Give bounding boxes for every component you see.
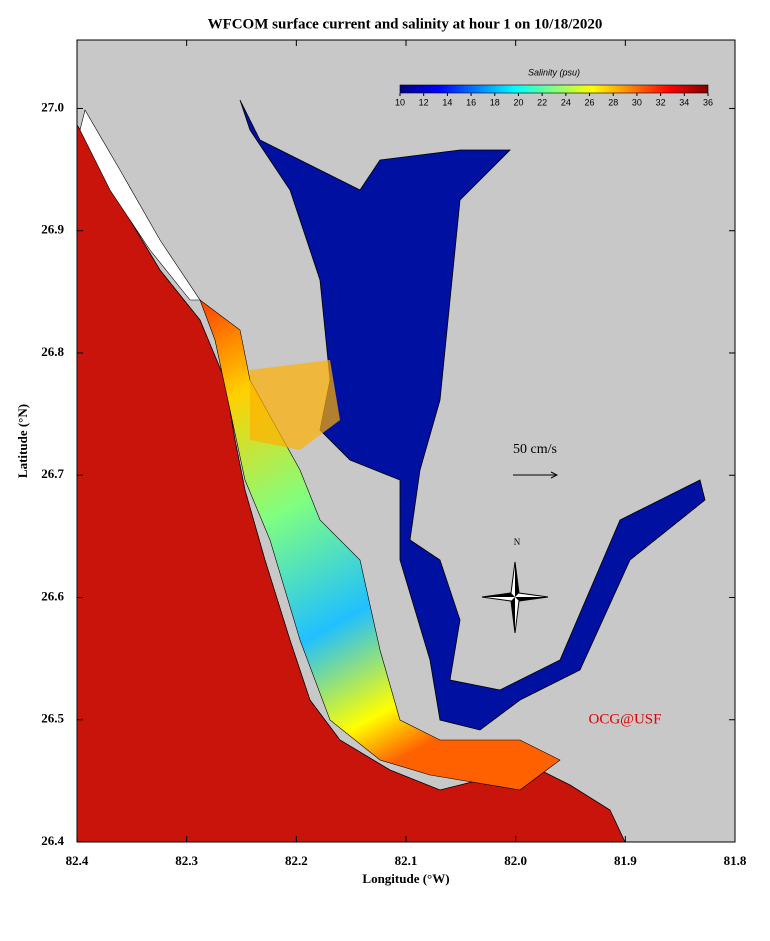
x-tick-label: 81.8 <box>724 853 747 868</box>
barrier-island <box>79 109 201 301</box>
colorbar-tick-label: 20 <box>513 97 523 107</box>
scale-label: 50 cm/s <box>513 442 557 457</box>
gulf-water <box>76 123 626 843</box>
x-tick-label: 82.0 <box>504 853 527 868</box>
colorbar-tick-label: 14 <box>442 97 452 107</box>
x-tick-label: 81.9 <box>614 853 637 868</box>
map-title: WFCOM surface current and salinity at ho… <box>208 16 603 32</box>
y-tick-label: 26.9 <box>41 222 64 237</box>
x-tick-label: 82.3 <box>175 853 198 868</box>
x-tick-label: 82.4 <box>66 853 89 868</box>
colorbar-tick-label: 28 <box>608 97 618 107</box>
colorbar-tick-label: 12 <box>419 97 429 107</box>
colorbar-tick-label: 24 <box>561 97 571 107</box>
scale-arrowhead <box>550 471 559 479</box>
colorbar-tick-label: 36 <box>703 97 713 107</box>
y-tick-label: 27.0 <box>41 99 64 114</box>
sound-water <box>199 299 561 791</box>
colorbar-tick-label: 10 <box>395 97 405 107</box>
x-tick-label: 82.1 <box>395 853 418 868</box>
compass-shade <box>482 562 548 633</box>
pass-mixing <box>250 360 340 450</box>
colorbar-title: Salinity (psu) <box>528 67 580 77</box>
y-tick-label: 26.4 <box>41 833 64 848</box>
north-label: N <box>514 537 521 547</box>
colorbar <box>399 84 709 94</box>
colorbar-tick-label: 22 <box>537 97 547 107</box>
y-tick-label: 26.5 <box>41 711 64 726</box>
x-axis-label: Longitude (°W) <box>362 871 449 886</box>
estuary-water <box>239 99 706 731</box>
y-tick-label: 26.7 <box>41 466 64 481</box>
colorbar-tick-label: 16 <box>466 97 476 107</box>
x-tick-label: 82.2 <box>285 853 308 868</box>
credit: OCG@USF <box>588 711 661 727</box>
colorbar-tick-label: 18 <box>490 97 500 107</box>
y-axis-label: Latitude (°N) <box>15 404 30 478</box>
colorbar-tick-label: 32 <box>656 97 666 107</box>
colorbar-tick-label: 26 <box>585 97 595 107</box>
colorbar-tick-label: 34 <box>679 97 689 107</box>
colorbar-tick-label: 30 <box>632 97 642 107</box>
y-tick-label: 26.6 <box>41 588 64 603</box>
y-tick-label: 26.8 <box>41 344 64 359</box>
